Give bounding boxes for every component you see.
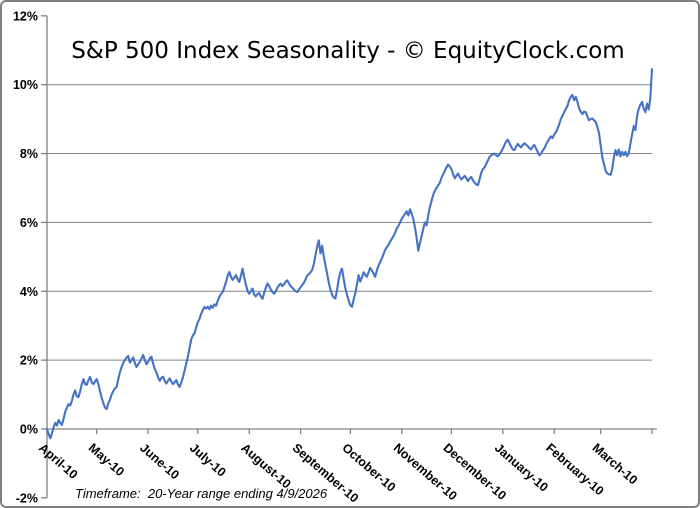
x-tick-label: May-10: [86, 441, 127, 479]
y-tick-label: 6%: [20, 216, 38, 230]
chart-title: S&P 500 Index Seasonality - © EquityCloc…: [71, 38, 625, 64]
y-tick-label: -2%: [16, 491, 38, 505]
chart-footnote: Timeframe: 20-Year range ending 4/9/2026: [75, 486, 328, 501]
y-tick-label: 0%: [20, 423, 38, 437]
x-tick-label: April-10: [36, 441, 80, 482]
x-tick-label: July-10: [187, 441, 229, 480]
seasonality-line: [45, 68, 654, 440]
x-tick-label: June-10: [137, 441, 182, 483]
y-tick-label: 10%: [13, 78, 38, 92]
y-tick-label: 12%: [13, 9, 38, 23]
y-tick-label: 4%: [20, 285, 38, 299]
x-tick-label: August-10: [238, 441, 293, 492]
y-tick-label: 2%: [20, 354, 38, 368]
y-tick-label: 8%: [20, 147, 38, 161]
